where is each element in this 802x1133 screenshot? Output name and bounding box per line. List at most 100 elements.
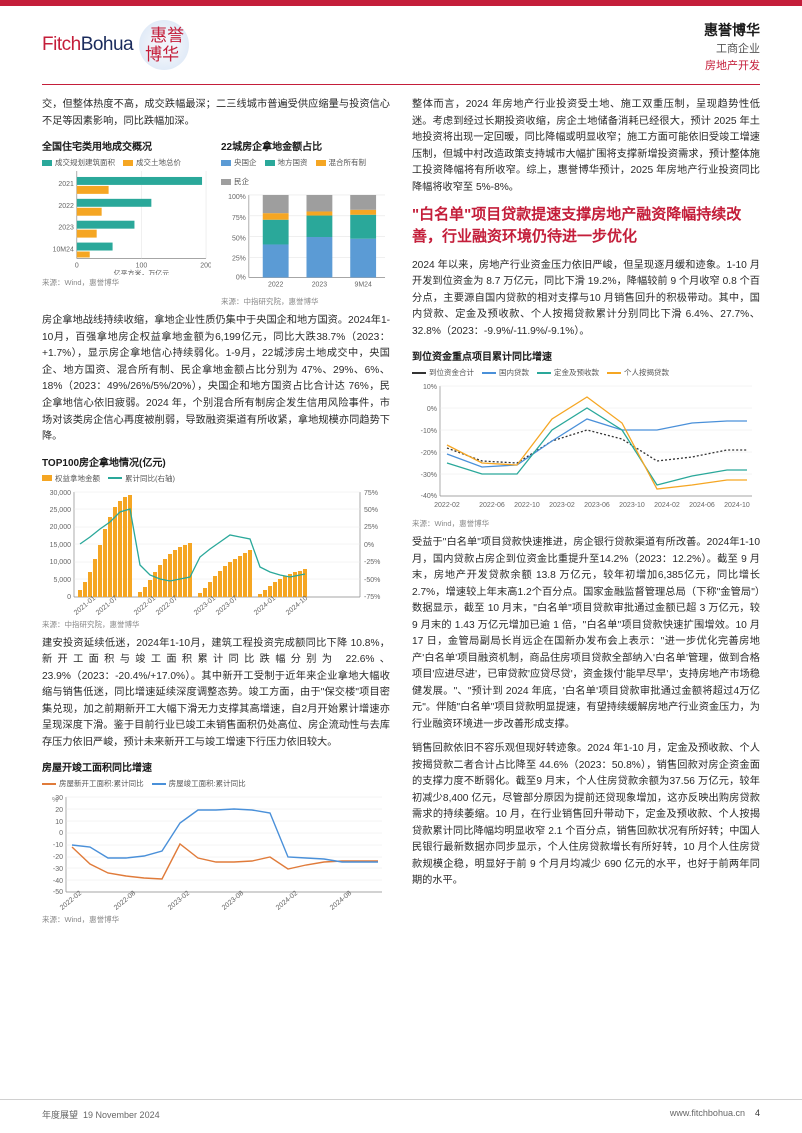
svg-text:-10%: -10% [421, 428, 437, 435]
svg-text:-25%: -25% [364, 559, 380, 566]
svg-text:2022-07: 2022-07 [155, 594, 179, 616]
chart4-legend: 房屋新开工面积:累计同比 房屋竣工面积:累计同比 [42, 778, 390, 789]
svg-text:2024-06: 2024-06 [689, 502, 715, 509]
svg-text:-30: -30 [53, 866, 63, 873]
para-construction: 建安投资延续低迷，2024年1-10月，建筑工程投资完成额同比下降 10.8%，… [42, 636, 390, 752]
svg-text:2024-08: 2024-08 [329, 890, 353, 912]
svg-text:2023-07: 2023-07 [215, 594, 239, 616]
svg-text:-20: -20 [53, 854, 63, 861]
svg-text:-40: -40 [53, 878, 63, 885]
svg-text:2022-01: 2022-01 [133, 594, 157, 616]
svg-text:2021-01: 2021-01 [73, 594, 97, 616]
chart2-svg: 100% 75% 50% 25% 0% [221, 190, 390, 294]
left-column: 交，但整体热度不高，成交跌幅最深；二三线城市普遍受供应缩量与投资信心不足等因素影… [42, 97, 390, 931]
svg-text:50%: 50% [364, 507, 378, 514]
svg-text:10: 10 [55, 819, 63, 826]
logo-text: FitchBohua [42, 34, 133, 56]
svg-text:2022-10: 2022-10 [514, 502, 540, 509]
subsector-line: 房地产开发 [704, 58, 760, 75]
svg-text:2023-02: 2023-02 [549, 502, 575, 509]
svg-text:2024-02: 2024-02 [654, 502, 680, 509]
svg-text:0: 0 [67, 594, 71, 601]
svg-text:-40%: -40% [421, 493, 437, 500]
svg-text:0: 0 [59, 830, 63, 837]
para-sales-receipts: 销售回款依旧不容乐观但现好转迹象。2024 年1-10 月，定金及预收款、个人按… [412, 741, 760, 890]
chart-row-1: 全国住宅类用地成交概况 成交规划建筑面积 成交土地总价 0 100 200 亿平… [42, 138, 390, 307]
svg-text:5,000: 5,000 [53, 577, 71, 584]
chart2-legend: 央国企 地方国资 混合所有制 民企 [221, 157, 390, 187]
svg-text:2022-02: 2022-02 [434, 502, 460, 509]
svg-text:-50: -50 [53, 889, 63, 896]
footer-left: 年度展望 19 November 2024 [42, 1108, 160, 1121]
page-footer: 年度展望 19 November 2024 www.fitchbohua.cn … [0, 1099, 802, 1133]
svg-text:2021-07: 2021-07 [95, 594, 119, 616]
chart-starts-completions: 房屋开竣工面积同比增速 房屋新开工面积:累计同比 房屋竣工面积:累计同比 [42, 759, 390, 925]
svg-text:2024-10: 2024-10 [285, 594, 309, 616]
svg-text:2022: 2022 [58, 203, 74, 210]
svg-text:100: 100 [136, 262, 148, 269]
chart-funds-in-place: 到位资金重点项目累计同比增速 到位资金合计 国内贷款 定金及预收款 个人按揭贷款 [412, 348, 760, 529]
svg-text:25,000: 25,000 [50, 507, 72, 514]
svg-text:25%: 25% [232, 256, 246, 263]
logo-circle-icon: 惠誉 博华 [139, 20, 189, 70]
para-whitelist-loans: 受益于"白名单"项目贷款快速推进，房企银行贷款渠道有所改善。2024年1-10月… [412, 535, 760, 733]
chart3-legend: 权益拿地金额 累计同比(右轴) [42, 473, 390, 484]
svg-text:2023: 2023 [58, 225, 74, 232]
sector-line: 工商企业 [704, 41, 760, 58]
svg-text:-50%: -50% [364, 577, 380, 584]
svg-text:10%: 10% [423, 384, 437, 391]
svg-text:2023-02: 2023-02 [167, 890, 191, 912]
svg-text:0: 0 [75, 262, 79, 269]
para-investment-outlook: 整体而言，2024 年房地产行业投资受土地、施工双重压制，呈现趋势性低迷。考虑到… [412, 97, 760, 196]
svg-text:75%: 75% [232, 215, 246, 222]
svg-text:亿平方米，万亿元: 亿平方米，万亿元 [114, 268, 170, 275]
chart3-svg: 0 5,000 10,000 15,000 20,000 25,000 30,0… [42, 487, 390, 617]
svg-text:2021: 2021 [58, 181, 74, 188]
svg-text:2023: 2023 [312, 281, 328, 288]
svg-text:50%: 50% [232, 236, 246, 243]
svg-text:2023-08: 2023-08 [221, 890, 245, 912]
svg-text:2023-06: 2023-06 [584, 502, 610, 509]
svg-text:-10: -10 [53, 842, 63, 849]
chart5-svg: 10% 0% -10% -20% -30% -40% 2022-02 [412, 381, 760, 516]
svg-text:2024-10: 2024-10 [724, 502, 750, 509]
para-funding-pressure: 2024 年以来，房地产行业资金压力依旧严峻，但呈现逐月缓和迹象。1-10 月开… [412, 258, 760, 341]
chart-top100-land: TOP100房企拿地情况(亿元) 权益拿地金额 累计同比(右轴) 0 5,000… [42, 454, 390, 630]
svg-text:2023-01: 2023-01 [193, 594, 217, 616]
svg-text:0%: 0% [427, 406, 437, 413]
chart-land-transaction: 全国住宅类用地成交概况 成交规划建筑面积 成交土地总价 0 100 200 亿平… [42, 138, 211, 307]
page-header: FitchBohua 惠誉 博华 惠誉博华 工商企业 房地产开发 [0, 6, 802, 80]
svg-text:10M24: 10M24 [53, 247, 74, 254]
svg-text:-75%: -75% [364, 594, 380, 601]
svg-text:15,000: 15,000 [50, 542, 72, 549]
svg-text:200: 200 [200, 262, 211, 269]
right-column: 整体而言，2024 年房地产行业投资受土地、施工双重压制，呈现趋势性低迷。考虑到… [412, 97, 760, 931]
svg-text:9M24: 9M24 [354, 281, 371, 288]
svg-text:2022: 2022 [268, 281, 284, 288]
svg-text:%: % [52, 797, 58, 804]
svg-text:-30%: -30% [421, 472, 437, 479]
svg-text:25%: 25% [364, 524, 378, 531]
footer-right: www.fitchbohua.cn 4 [670, 1108, 760, 1121]
svg-text:75%: 75% [364, 490, 378, 497]
chart1-svg: 0 100 200 亿平方米，万亿元 2021 2022 2023 [42, 171, 211, 275]
chart5-legend: 到位资金合计 国内贷款 定金及预收款 个人按揭贷款 [412, 367, 760, 378]
svg-text:2023-10: 2023-10 [619, 502, 645, 509]
svg-text:-20%: -20% [421, 450, 437, 457]
svg-text:20,000: 20,000 [50, 524, 72, 531]
logo: FitchBohua 惠誉 博华 [42, 20, 189, 70]
svg-text:2022-08: 2022-08 [113, 890, 137, 912]
chart1-legend: 成交规划建筑面积 成交土地总价 [42, 157, 211, 168]
company-name: 惠誉博华 [704, 20, 760, 41]
svg-text:30,000: 30,000 [50, 490, 72, 497]
svg-text:0%: 0% [364, 542, 374, 549]
content-columns: 交，但整体热度不高，成交跌幅最深；二三线城市普遍受供应缩量与投资信心不足等因素影… [0, 85, 802, 931]
chart4-svg: 30 20 10 0 -10 -20 -30 -40 -50 % 2022-02 [42, 792, 390, 912]
para-land-acq: 房企拿地战线持续收缩，拿地企业性质仍集中于央国企和地方国资。2024年1-10月… [42, 313, 390, 445]
svg-text:10,000: 10,000 [50, 559, 72, 566]
header-meta: 惠誉博华 工商企业 房地产开发 [704, 20, 760, 74]
svg-text:20: 20 [55, 807, 63, 814]
svg-text:2024-01: 2024-01 [253, 594, 277, 616]
chart-22city-share: 22城房企拿地金额占比 央国企 地方国资 混合所有制 民企 100% 75% 5… [221, 138, 390, 307]
svg-text:0%: 0% [236, 274, 246, 281]
